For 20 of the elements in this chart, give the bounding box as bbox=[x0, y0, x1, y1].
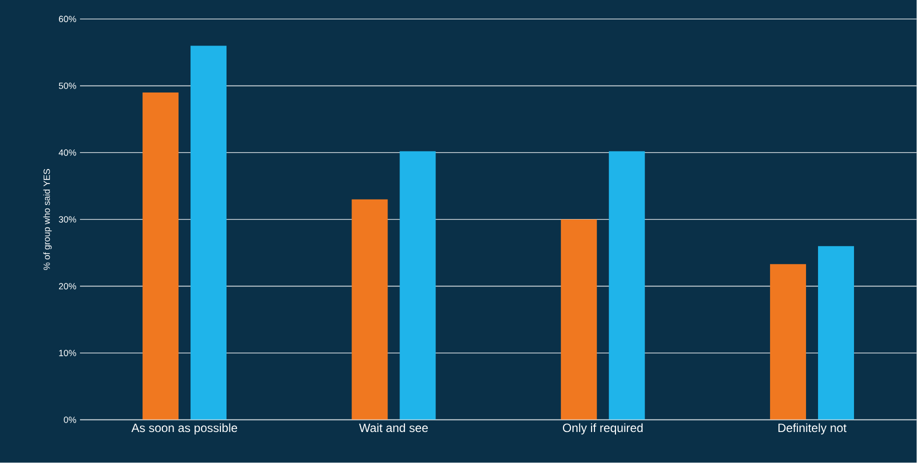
y-tick-label: 50% bbox=[58, 82, 76, 90]
x-tick-label: As soon as possible bbox=[131, 423, 238, 435]
bar bbox=[770, 264, 806, 420]
bar bbox=[818, 246, 854, 420]
bar bbox=[608, 151, 645, 420]
bar bbox=[352, 199, 388, 420]
x-tick-label: Wait and see bbox=[359, 423, 428, 432]
bar bbox=[560, 219, 597, 420]
y-tick-label: 10% bbox=[59, 350, 76, 356]
y-tick-label: 0% bbox=[64, 416, 76, 424]
bar bbox=[400, 151, 436, 420]
y-axis-title: % of group who said YES bbox=[43, 169, 52, 270]
y-tick-label: 40% bbox=[58, 150, 76, 156]
y-tick-label: 60% bbox=[58, 16, 76, 22]
bar bbox=[190, 46, 227, 420]
bar bbox=[142, 92, 179, 420]
y-tick-label: 30% bbox=[58, 216, 76, 223]
y-tick-label: 20% bbox=[58, 283, 76, 290]
x-tick-label: Only if required bbox=[562, 423, 643, 435]
x-tick-label: Definitely not bbox=[778, 423, 846, 435]
